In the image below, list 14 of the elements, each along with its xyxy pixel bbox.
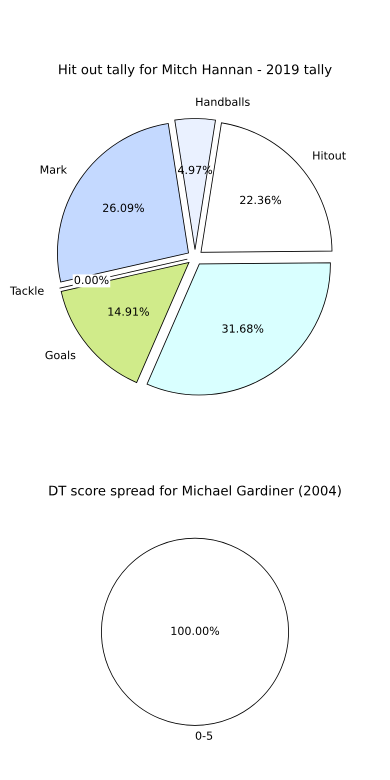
slice-label: Hitout: [313, 151, 346, 160]
chart-title: Hit out tally for Mitch Hannan - 2019 tally: [59, 64, 332, 77]
text: 0.00%: [74, 276, 109, 284]
category-label: Tackle: [10, 286, 44, 295]
slice-label: Mark: [40, 165, 68, 174]
data-label: 22.36%: [240, 196, 282, 204]
chart-title: DT score spread for Michael Gardiner (2004): [49, 485, 341, 498]
data-label: 100.00%: [172, 626, 220, 636]
slice-label: Handballs: [196, 97, 250, 106]
slice-label: 0-5: [196, 731, 212, 740]
data-label: 14.91%: [108, 307, 149, 316]
data-label: 26.09%: [103, 204, 144, 212]
slice-label: Goals: [45, 350, 76, 360]
data-label: 31.68%: [222, 324, 264, 333]
